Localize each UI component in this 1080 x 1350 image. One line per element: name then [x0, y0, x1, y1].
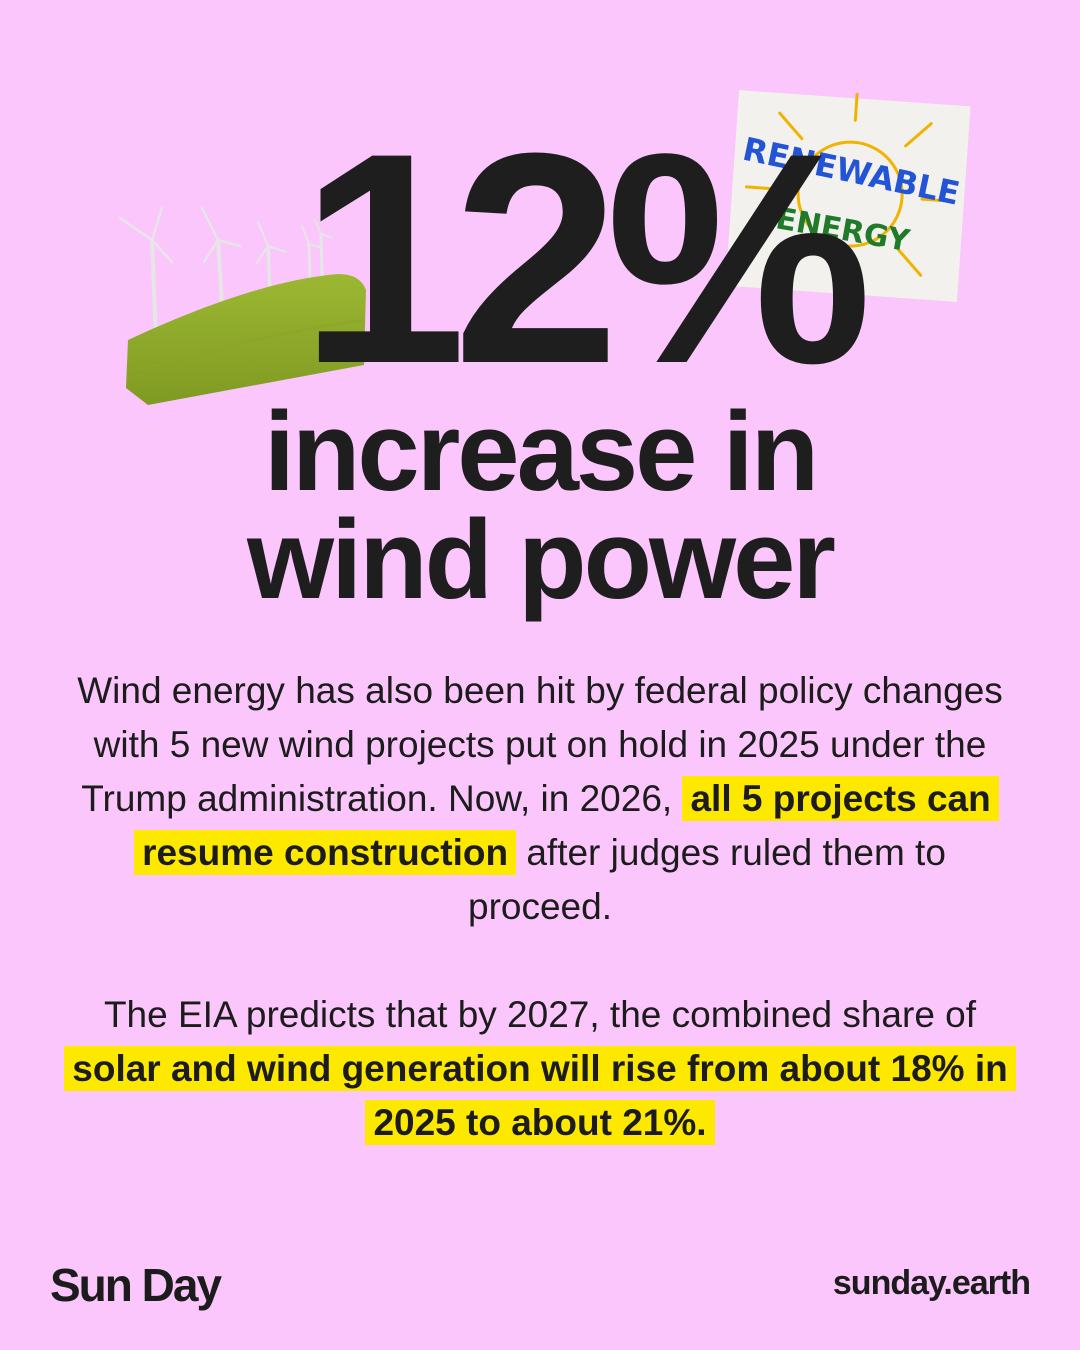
- paragraph1-text: Wind energy has also been hit by federal…: [77, 670, 1003, 819]
- paragraph2-text: The EIA predicts that by 2027, the combi…: [103, 994, 977, 1035]
- paragraph1-text-after: after judges ruled them to proceed.: [468, 832, 946, 927]
- website-link[interactable]: sunday.earth: [832, 1264, 1031, 1302]
- headline-line1: increase in: [263, 389, 819, 514]
- headline-line2: wind power: [247, 497, 836, 622]
- paragraph-federal-policy: Wind energy has also been hit by federal…: [60, 664, 1020, 934]
- paragraph2-highlight: solar and wind generation will rise from…: [64, 1046, 1016, 1145]
- brand-logo: Sun Day: [50, 1259, 222, 1311]
- wind-turbines-photo: [118, 206, 366, 405]
- paragraph-eia-prediction: The EIA predicts that by 2027, the combi…: [60, 988, 1020, 1150]
- headline-subtitle: increase in wind power: [0, 396, 1080, 616]
- headline-stat: 12%: [300, 90, 872, 426]
- renewable-energy-sign-photo: RENEWABLE ENERGY: [725, 90, 971, 302]
